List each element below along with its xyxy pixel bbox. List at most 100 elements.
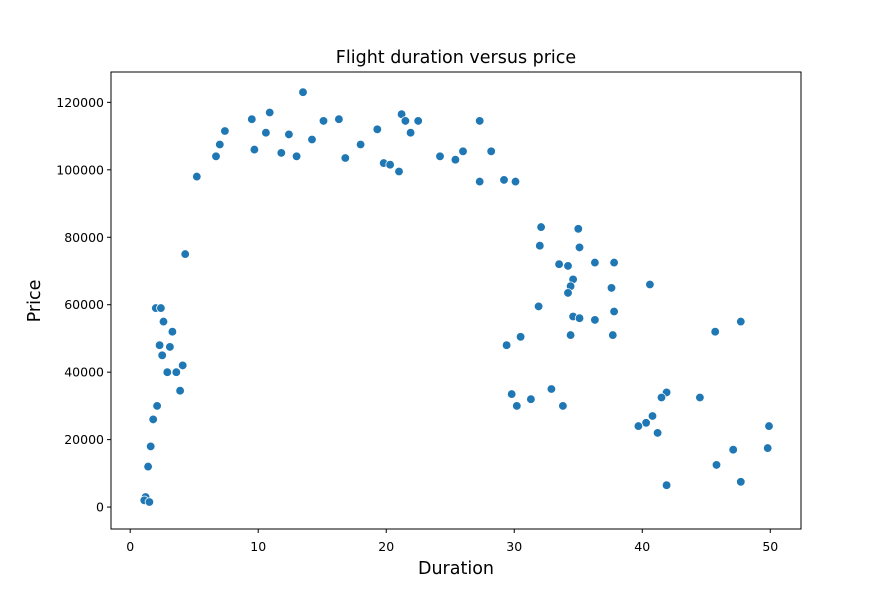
data-point — [144, 497, 155, 507]
data-point — [486, 146, 496, 156]
y-tick-label: 0 — [96, 500, 104, 515]
data-point — [510, 176, 521, 187]
data-point — [148, 414, 158, 425]
data-point — [385, 160, 395, 170]
data-point — [609, 257, 619, 268]
data-point — [475, 116, 485, 126]
data-point — [318, 116, 329, 126]
y-tick-label: 100000 — [56, 162, 104, 177]
data-point — [728, 445, 738, 455]
x-tick-label: 20 — [378, 539, 394, 554]
data-point — [652, 428, 663, 438]
data-point — [695, 392, 705, 403]
plot-area — [139, 87, 774, 507]
y-tick-label: 60000 — [64, 297, 104, 312]
data-point — [298, 87, 308, 97]
x-axis-label: Duration — [418, 559, 494, 579]
data-point — [608, 330, 618, 340]
data-point — [633, 421, 644, 431]
data-point — [276, 148, 286, 158]
data-point — [609, 306, 619, 317]
data-point — [574, 313, 585, 323]
data-point — [558, 401, 568, 411]
data-point — [157, 350, 167, 360]
data-point — [661, 480, 672, 490]
data-point — [152, 401, 162, 411]
data-point — [546, 384, 557, 394]
data-point — [167, 327, 178, 337]
data-point — [211, 151, 221, 161]
data-point — [261, 128, 271, 138]
x-tick-label: 50 — [762, 539, 778, 554]
data-point — [334, 114, 344, 124]
data-point — [647, 411, 658, 421]
data-point — [563, 288, 573, 298]
x-axis: 0 10 20 30 40 50 — [126, 529, 778, 554]
data-point — [533, 301, 544, 312]
data-point — [574, 242, 585, 253]
data-point — [450, 155, 461, 165]
data-point — [400, 116, 411, 126]
data-point — [641, 418, 651, 428]
data-point — [512, 401, 522, 411]
data-point — [156, 303, 166, 313]
data-point — [435, 151, 445, 161]
data-point — [146, 441, 156, 452]
data-point — [710, 327, 720, 337]
data-point — [763, 443, 773, 453]
data-point — [171, 367, 181, 377]
data-point — [736, 316, 746, 327]
x-tick-label: 10 — [250, 539, 266, 554]
data-point — [711, 460, 722, 470]
data-point — [405, 128, 416, 138]
data-point — [178, 360, 188, 371]
data-point — [192, 171, 202, 182]
data-point — [215, 139, 225, 150]
x-tick-label: 40 — [634, 539, 650, 554]
data-point — [175, 386, 185, 396]
data-point — [154, 340, 165, 350]
data-point — [656, 392, 667, 403]
data-point — [158, 316, 169, 327]
data-point — [220, 126, 230, 136]
data-point — [372, 124, 382, 134]
y-tick-label: 120000 — [56, 95, 104, 110]
data-point — [554, 259, 564, 269]
data-point — [526, 394, 536, 404]
data-point — [501, 340, 512, 350]
data-point — [736, 477, 746, 487]
data-point — [291, 151, 302, 161]
data-point — [413, 116, 423, 126]
data-point — [265, 107, 275, 118]
y-tick-label: 20000 — [64, 432, 104, 447]
plot-frame — [110, 71, 802, 530]
y-tick-label: 40000 — [64, 365, 104, 380]
data-point — [535, 241, 545, 251]
y-tick-label: 80000 — [64, 230, 104, 245]
data-point — [143, 461, 153, 472]
data-point — [162, 367, 172, 377]
x-tick-label: 30 — [506, 539, 522, 554]
data-point — [565, 330, 576, 340]
data-point — [536, 222, 546, 232]
data-point — [165, 342, 175, 352]
data-point — [355, 139, 366, 150]
data-point — [764, 421, 774, 431]
data-point — [307, 134, 317, 145]
data-point — [284, 129, 294, 140]
data-point — [180, 249, 190, 259]
data-point — [573, 224, 583, 234]
data-point — [249, 144, 260, 155]
data-point — [507, 389, 517, 399]
data-point — [340, 153, 350, 163]
chart-title: Flight duration versus price — [336, 48, 576, 68]
y-axis: 0 20000 40000 60000 80000 100000 120000 — [56, 95, 111, 515]
data-point — [247, 114, 257, 124]
data-point — [515, 332, 526, 342]
data-point — [606, 283, 617, 293]
data-point — [590, 315, 600, 325]
data-point — [563, 261, 573, 271]
y-axis-label: Price — [25, 280, 45, 323]
data-point — [458, 146, 468, 156]
